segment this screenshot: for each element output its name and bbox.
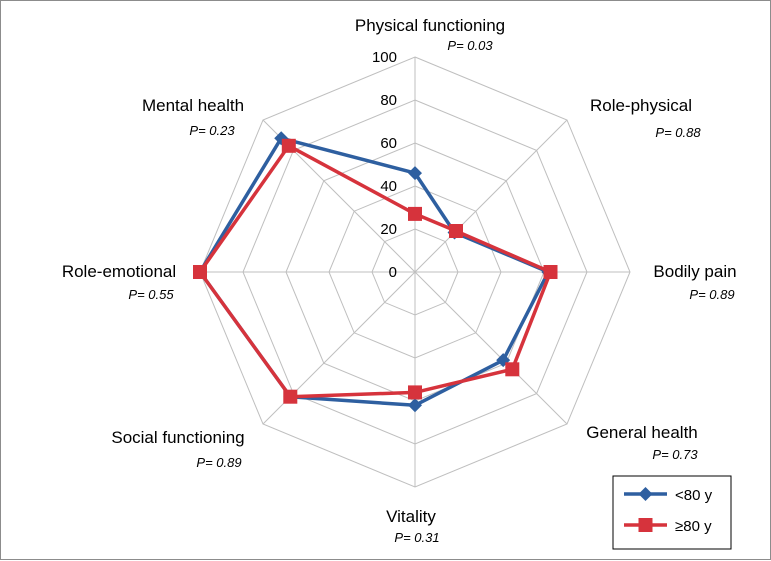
data-point	[505, 362, 520, 377]
p-value-label: P= 0.88	[655, 125, 701, 140]
data-point	[408, 166, 422, 181]
data-point	[543, 265, 558, 279]
legend-label-80-plus: ≥80 y	[675, 518, 712, 535]
p-value-label: P= 0.89	[689, 287, 734, 302]
p-value-label: P= 0.55	[128, 287, 174, 302]
radar-grid	[199, 56, 631, 488]
radial-tick-labels: 0 20 40 60 80 100	[372, 49, 397, 281]
series-1	[193, 138, 558, 404]
grid-spoke	[414, 271, 568, 425]
radial-tick-label: 0	[389, 264, 397, 281]
legend-box	[612, 475, 732, 550]
category-label: Bodily pain	[653, 262, 736, 281]
category-labels: Physical functioning P= 0.03 Role-physical…	[62, 16, 737, 545]
p-value-label: P= 0.73	[652, 447, 698, 462]
category-label: Social functioning	[111, 428, 244, 447]
grid-spoke	[414, 119, 568, 273]
radial-tick-label: 80	[380, 92, 397, 109]
radial-tick-label: 40	[380, 178, 397, 195]
radial-tick-label: 100	[372, 49, 397, 66]
data-point	[193, 265, 207, 279]
data-series	[193, 131, 558, 413]
legend-marker-under-80	[638, 487, 653, 501]
category-label: Role-physical	[590, 96, 692, 115]
radial-tick-label: 60	[380, 135, 397, 152]
p-value-label: P= 0.03	[447, 38, 493, 53]
data-point	[408, 206, 422, 221]
p-value-label: P= 0.89	[196, 455, 241, 470]
legend-label-under-80: <80 y	[675, 487, 713, 504]
data-point	[283, 389, 298, 404]
legend: <80 y ≥80 y	[612, 475, 732, 550]
data-point	[281, 138, 296, 153]
radial-tick-label: 20	[380, 221, 397, 238]
data-point	[408, 398, 422, 413]
legend-marker-80-plus	[638, 518, 653, 532]
p-value-label: P= 0.23	[189, 123, 235, 138]
category-label: Mental health	[142, 96, 244, 115]
category-label: Role-emotional	[62, 262, 176, 281]
category-label: Physical functioning	[355, 16, 505, 35]
category-label: Vitality	[386, 507, 436, 526]
data-point	[408, 385, 422, 400]
data-point	[449, 224, 463, 238]
p-value-label: P= 0.31	[394, 530, 439, 545]
category-label: General health	[586, 423, 698, 442]
